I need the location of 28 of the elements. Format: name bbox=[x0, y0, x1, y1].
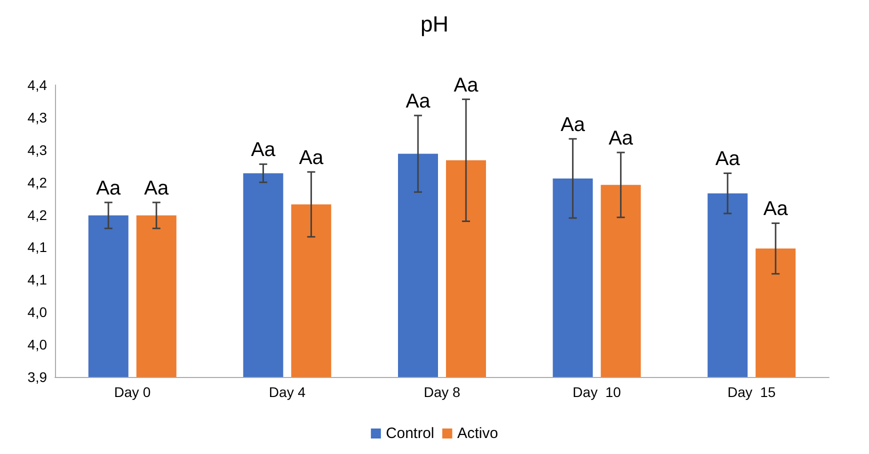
y-tick-label: 4,0 bbox=[28, 304, 48, 320]
chart-title: pH bbox=[420, 12, 449, 36]
data-label: Aa bbox=[406, 90, 432, 112]
y-tick-label: 4,1 bbox=[28, 272, 48, 288]
x-tick-label: Day 10 bbox=[572, 384, 622, 400]
y-tick-label: 3,9 bbox=[28, 369, 48, 385]
x-tick-label: Day 15 bbox=[727, 384, 776, 400]
data-label: Aa bbox=[715, 148, 741, 170]
data-label: Aa bbox=[250, 139, 276, 162]
data-label: Aa bbox=[560, 114, 586, 136]
y-tick-label: 4,3 bbox=[28, 142, 48, 158]
data-label: Aa bbox=[608, 127, 634, 150]
data-label: Aa bbox=[96, 177, 122, 200]
legend-label: Activo bbox=[457, 425, 498, 442]
data-label: Aa bbox=[144, 177, 170, 200]
x-tick-label: Day 4 bbox=[268, 384, 306, 400]
y-tick-label: 4,1 bbox=[28, 239, 48, 256]
y-tick-label: 4,2 bbox=[28, 174, 48, 190]
legend-label: Control bbox=[386, 425, 434, 442]
x-tick-label: Day 0 bbox=[114, 384, 151, 400]
y-tick-label: 4,3 bbox=[28, 109, 48, 126]
x-tick-label: Day 8 bbox=[424, 384, 460, 400]
data-label: Aa bbox=[763, 198, 789, 220]
data-label: Aa bbox=[454, 74, 480, 96]
y-tick-label: 4,0 bbox=[28, 336, 48, 353]
data-label: Aa bbox=[298, 146, 324, 169]
y-tick-label: 4,4 bbox=[28, 77, 48, 93]
y-tick-label: 4,2 bbox=[28, 206, 48, 223]
